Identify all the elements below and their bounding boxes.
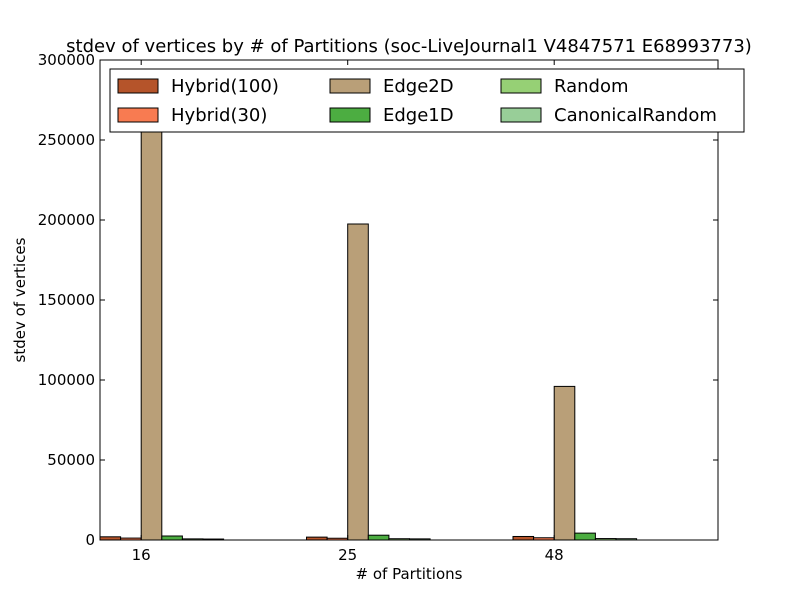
y-tick-label: 250000 <box>38 131 95 149</box>
legend-label-hybrid-100-: Hybrid(100) <box>171 76 279 97</box>
legend-swatch-hybrid-30- <box>117 107 159 123</box>
legend-swatch-edge1d <box>329 107 371 123</box>
y-tick-label: 0 <box>85 531 95 549</box>
bar-edge2d-25 <box>347 223 369 541</box>
y-tick-label: 50000 <box>47 451 95 469</box>
bar-edge2d-48 <box>553 385 576 541</box>
x-axis-label: # of Partitions <box>356 565 463 583</box>
legend-swatch-edge2d <box>329 78 371 94</box>
legend-swatch-hybrid-100- <box>117 78 159 94</box>
x-tick-label: 16 <box>132 546 151 564</box>
legend-label-edge1d: Edge1D <box>383 105 454 126</box>
legend-swatch-random <box>500 78 542 94</box>
chart-title: stdev of vertices by # of Partitions (so… <box>66 36 752 57</box>
legend: Hybrid(100) Hybrid(30) Edge2D Edge1D Random C… <box>109 68 745 133</box>
legend-label-random: Random <box>554 76 629 97</box>
bar-edge1d-48 <box>574 532 596 541</box>
legend-label-edge2d: Edge2D <box>383 76 454 97</box>
bar-edge1d-25 <box>367 534 390 541</box>
y-tick-label: 100000 <box>38 371 95 389</box>
y-tick-label: 200000 <box>38 211 95 229</box>
y-tick-label: 300000 <box>38 51 95 69</box>
y-axis: 0 50000 100000 150000 200000 250000 300000 <box>38 51 718 549</box>
legend-label-canonicalrandom: CanonicalRandom <box>554 105 717 126</box>
bar-edge1d-16 <box>161 535 183 541</box>
y-tick-label: 150000 <box>38 291 95 309</box>
bar-hybrid-100--48 <box>512 535 535 541</box>
x-tick-label: 48 <box>545 546 564 564</box>
x-tick-label: 25 <box>338 546 357 564</box>
bars-layer <box>99 120 638 541</box>
x-axis: 16 25 48 <box>132 60 564 564</box>
legend-label-hybrid-30-: Hybrid(30) <box>171 105 267 126</box>
bar-edge2d-16 <box>140 120 163 541</box>
legend-frame <box>109 68 745 133</box>
y-axis-label: stdev of vertices <box>11 237 29 362</box>
legend-swatch-canonicalrandom <box>500 107 542 123</box>
